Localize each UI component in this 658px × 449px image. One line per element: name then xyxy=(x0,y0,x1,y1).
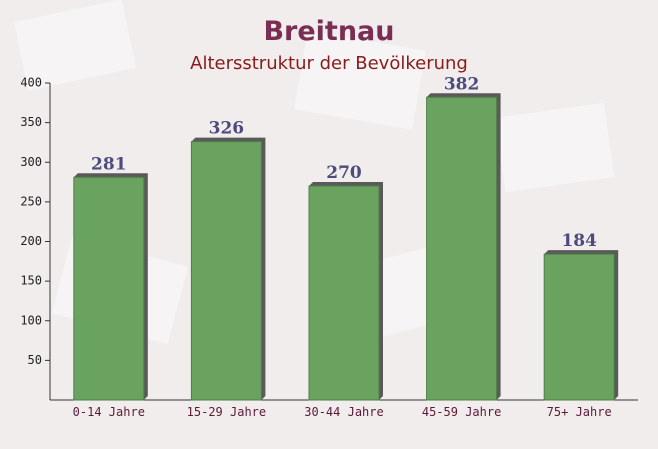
value-label: 270 xyxy=(326,163,362,183)
y-tick-label: 150 xyxy=(20,274,42,288)
y-tick-label: 350 xyxy=(20,115,42,129)
y-tick-label: 250 xyxy=(20,194,42,208)
value-label: 281 xyxy=(91,154,127,174)
bar xyxy=(308,185,380,401)
bar xyxy=(426,96,498,401)
x-tick-label: 15-29 Jahre xyxy=(187,405,266,419)
x-tick-label: 75+ Jahre xyxy=(547,405,612,419)
value-label: 382 xyxy=(444,74,480,94)
x-tick-label: 45-59 Jahre xyxy=(422,405,501,419)
y-tick-label: 300 xyxy=(20,155,42,169)
y-tick-label: 400 xyxy=(20,76,42,90)
y-tick-label: 100 xyxy=(20,313,42,327)
value-label: 326 xyxy=(209,119,245,139)
x-tick-label: 0-14 Jahre xyxy=(73,405,145,419)
bar xyxy=(543,253,615,401)
x-tick-label: 30-44 Jahre xyxy=(304,405,383,419)
value-label: 184 xyxy=(561,231,597,251)
y-tick-label: 200 xyxy=(20,234,42,248)
y-tick-label: 50 xyxy=(28,353,42,367)
bar xyxy=(73,176,145,401)
chart-subtitle: Altersstruktur der Bevölkerung xyxy=(190,53,468,74)
chart-title: Breitnau xyxy=(263,16,394,47)
bar xyxy=(190,141,262,401)
